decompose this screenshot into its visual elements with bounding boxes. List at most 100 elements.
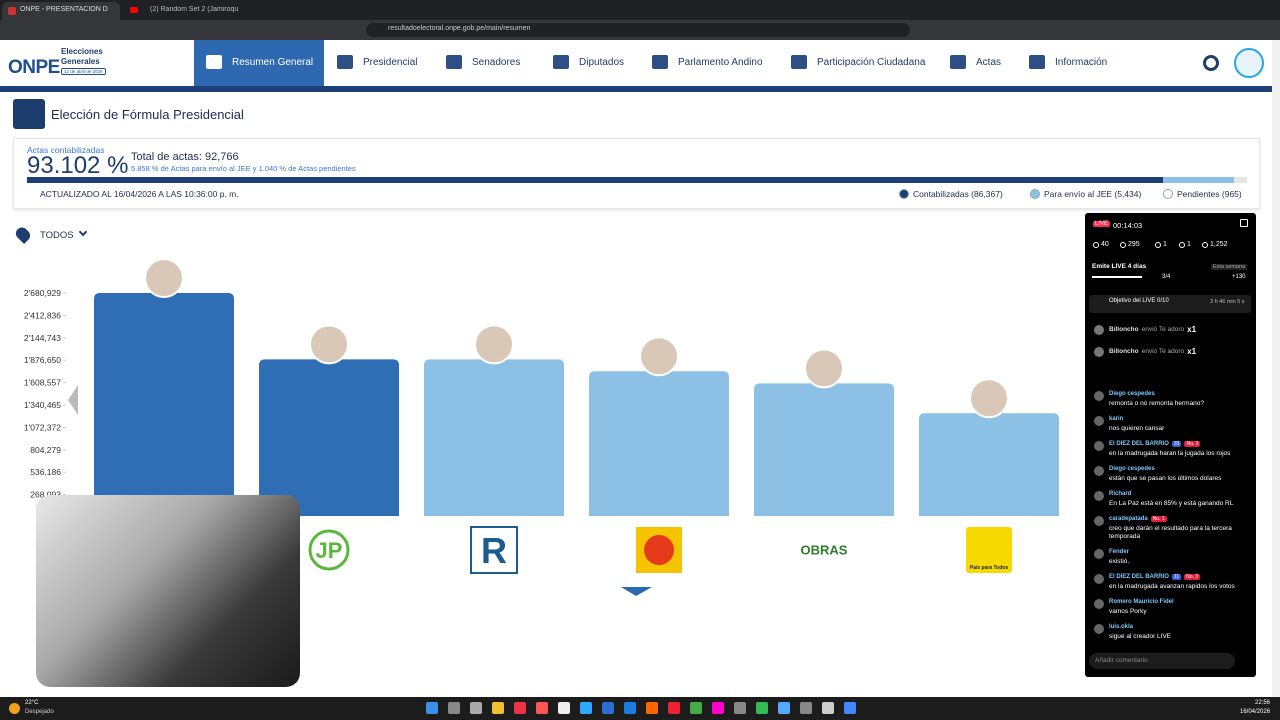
temp: 22°C (25, 700, 39, 706)
webcam (36, 495, 300, 687)
gift-text: envió Te adoro (1141, 326, 1185, 333)
title-icon (13, 99, 45, 129)
msg-text: remonta o no remonta hermano? (1109, 400, 1205, 407)
scrollbar (1272, 40, 1280, 697)
nav-item[interactable]: Senadores (472, 57, 521, 68)
nav-item[interactable]: Participación Ciudadana (817, 57, 926, 68)
y-tick-label: 536,186 (30, 467, 61, 477)
taskbar-icon[interactable] (426, 702, 438, 714)
clock: 22:56 (1255, 700, 1271, 706)
taskbar-icon[interactable] (536, 702, 548, 714)
legend-dot (899, 189, 909, 199)
msg-badge: No. 3 (1184, 574, 1201, 580)
taskbar-icon[interactable] (690, 702, 702, 714)
msg-user: Diego cespedes (1109, 391, 1155, 397)
stat: 1 (1163, 241, 1167, 248)
taskbar-icon[interactable] (668, 702, 680, 714)
goal-card: Objetivo del LIVE 0/10 3 h 46 min 5 s (1089, 295, 1251, 313)
url-bar[interactable]: resultadoelectoral.onpe.gob.pe/main/resu… (366, 23, 910, 37)
msg-text: En La Paz está en 85% y está ganando RL (1109, 500, 1234, 507)
nav-item[interactable]: Presidencial (363, 57, 418, 68)
taskbar-icon[interactable] (470, 702, 482, 714)
taskbar-icon[interactable] (580, 702, 592, 714)
close-btn[interactable] (1240, 219, 1248, 227)
share-icon (1203, 55, 1219, 71)
msg-header: Diego cespedes (1109, 391, 1155, 397)
msg-text: creo que darán el resultado para la terc… (1109, 525, 1232, 540)
taskbar-icon[interactable] (756, 702, 768, 714)
party-logo (966, 527, 1012, 573)
stat-icon (1093, 242, 1099, 248)
taskbar-icon[interactable] (514, 702, 526, 714)
legend-text: Contabilizadas (86,367) (913, 189, 1003, 199)
taskbar-icon[interactable] (712, 702, 724, 714)
party-logo (470, 526, 518, 574)
y-tick-label: 2'412,836 (24, 310, 61, 320)
msg-user: El DIEZ DEL BARRIO (1109, 441, 1169, 447)
y-tick-label: 1'072,372 (24, 422, 61, 432)
nav-icon (1029, 55, 1045, 69)
gift-user: Billoncho (1109, 348, 1139, 355)
progress-bar (27, 177, 1247, 183)
avatar (1094, 325, 1104, 335)
msg-text: sigue al creador LIVE (1109, 633, 1172, 640)
taskbar-icon[interactable] (624, 702, 636, 714)
taskbar-icon[interactable] (492, 702, 504, 714)
filter[interactable]: TODOS (40, 230, 74, 241)
weather: Despejado (25, 709, 54, 715)
nav-item[interactable]: Diputados (579, 57, 625, 68)
candidate-photo (804, 348, 844, 389)
msg-badge: 11 (1171, 574, 1182, 580)
bar (754, 383, 894, 516)
legend-text: Pendientes (965) (1177, 189, 1242, 199)
live-panel: LIVE 00:14:03 40 295 1 1 1,252 Emite LIVE 4 día… (1085, 213, 1256, 677)
tab[interactable]: ONPE - PRESENTACIÓN DE RES (2, 2, 120, 20)
comment-input[interactable]: Añadir comentario (1089, 653, 1235, 669)
taskbar-icon[interactable] (734, 702, 746, 714)
legend-text: Para envío al JEE (5,434) (1044, 189, 1142, 199)
msg-text: vamos Porky (1109, 608, 1147, 615)
party-logo-sun (644, 535, 674, 565)
msg-header: No. 1 caradepatada (1109, 516, 1167, 522)
nav-item[interactable]: Actas (976, 57, 1002, 68)
candidate-photo (969, 378, 1009, 419)
y-tick-label: 2'144,743 (24, 333, 61, 343)
avatar (1094, 441, 1104, 451)
taskbar-icon[interactable] (800, 702, 812, 714)
progress-segment (27, 177, 1163, 183)
tab-title: (2) Random Set 2 (Jamiroquai, B (150, 6, 238, 13)
live-badge: LIVE (1093, 221, 1111, 227)
msg-user: karin (1109, 416, 1124, 422)
taskbar-icon[interactable] (778, 702, 790, 714)
msg-header: Fender (1109, 549, 1129, 555)
y-tick-label: 268,093 (30, 490, 61, 500)
gift-row: Billoncho envió Te adoro x1 (1109, 325, 1196, 334)
accessibility-icon[interactable] (1234, 48, 1264, 78)
msg-text: existió. (1109, 558, 1130, 565)
nav-item[interactable]: Resumen General (232, 57, 314, 68)
candidate-photo (144, 258, 184, 298)
date-box: 12 de abril de 2026 (61, 68, 106, 75)
nav-item[interactable]: Información (1055, 57, 1108, 68)
nav-item[interactable]: Parlamento Andino (678, 57, 763, 68)
stat-icon (1120, 242, 1126, 248)
logo: ONPE (8, 57, 60, 78)
msg-header: 11 No. 3 El DIEZ DEL BARRIO (1109, 574, 1201, 580)
nav-icon (337, 55, 353, 69)
taskbar-icon[interactable] (646, 702, 658, 714)
candidate-photo (639, 336, 679, 377)
gift-text: envió Te adoro (1141, 348, 1185, 355)
y-tick-label: 2'680,929 (24, 288, 61, 298)
tab[interactable]: (2) Random Set 2 (Jamiroquai, B (126, 2, 250, 20)
taskbar-icon[interactable] (602, 702, 614, 714)
taskbar-icon[interactable] (844, 702, 856, 714)
taskbar-icon[interactable] (558, 702, 570, 714)
stat-icon (1155, 242, 1161, 248)
bar (919, 413, 1059, 516)
stat: 295 (1128, 241, 1140, 248)
taskbar-icon[interactable] (448, 702, 460, 714)
party-logo (308, 529, 350, 571)
taskbar-icon[interactable] (822, 702, 834, 714)
